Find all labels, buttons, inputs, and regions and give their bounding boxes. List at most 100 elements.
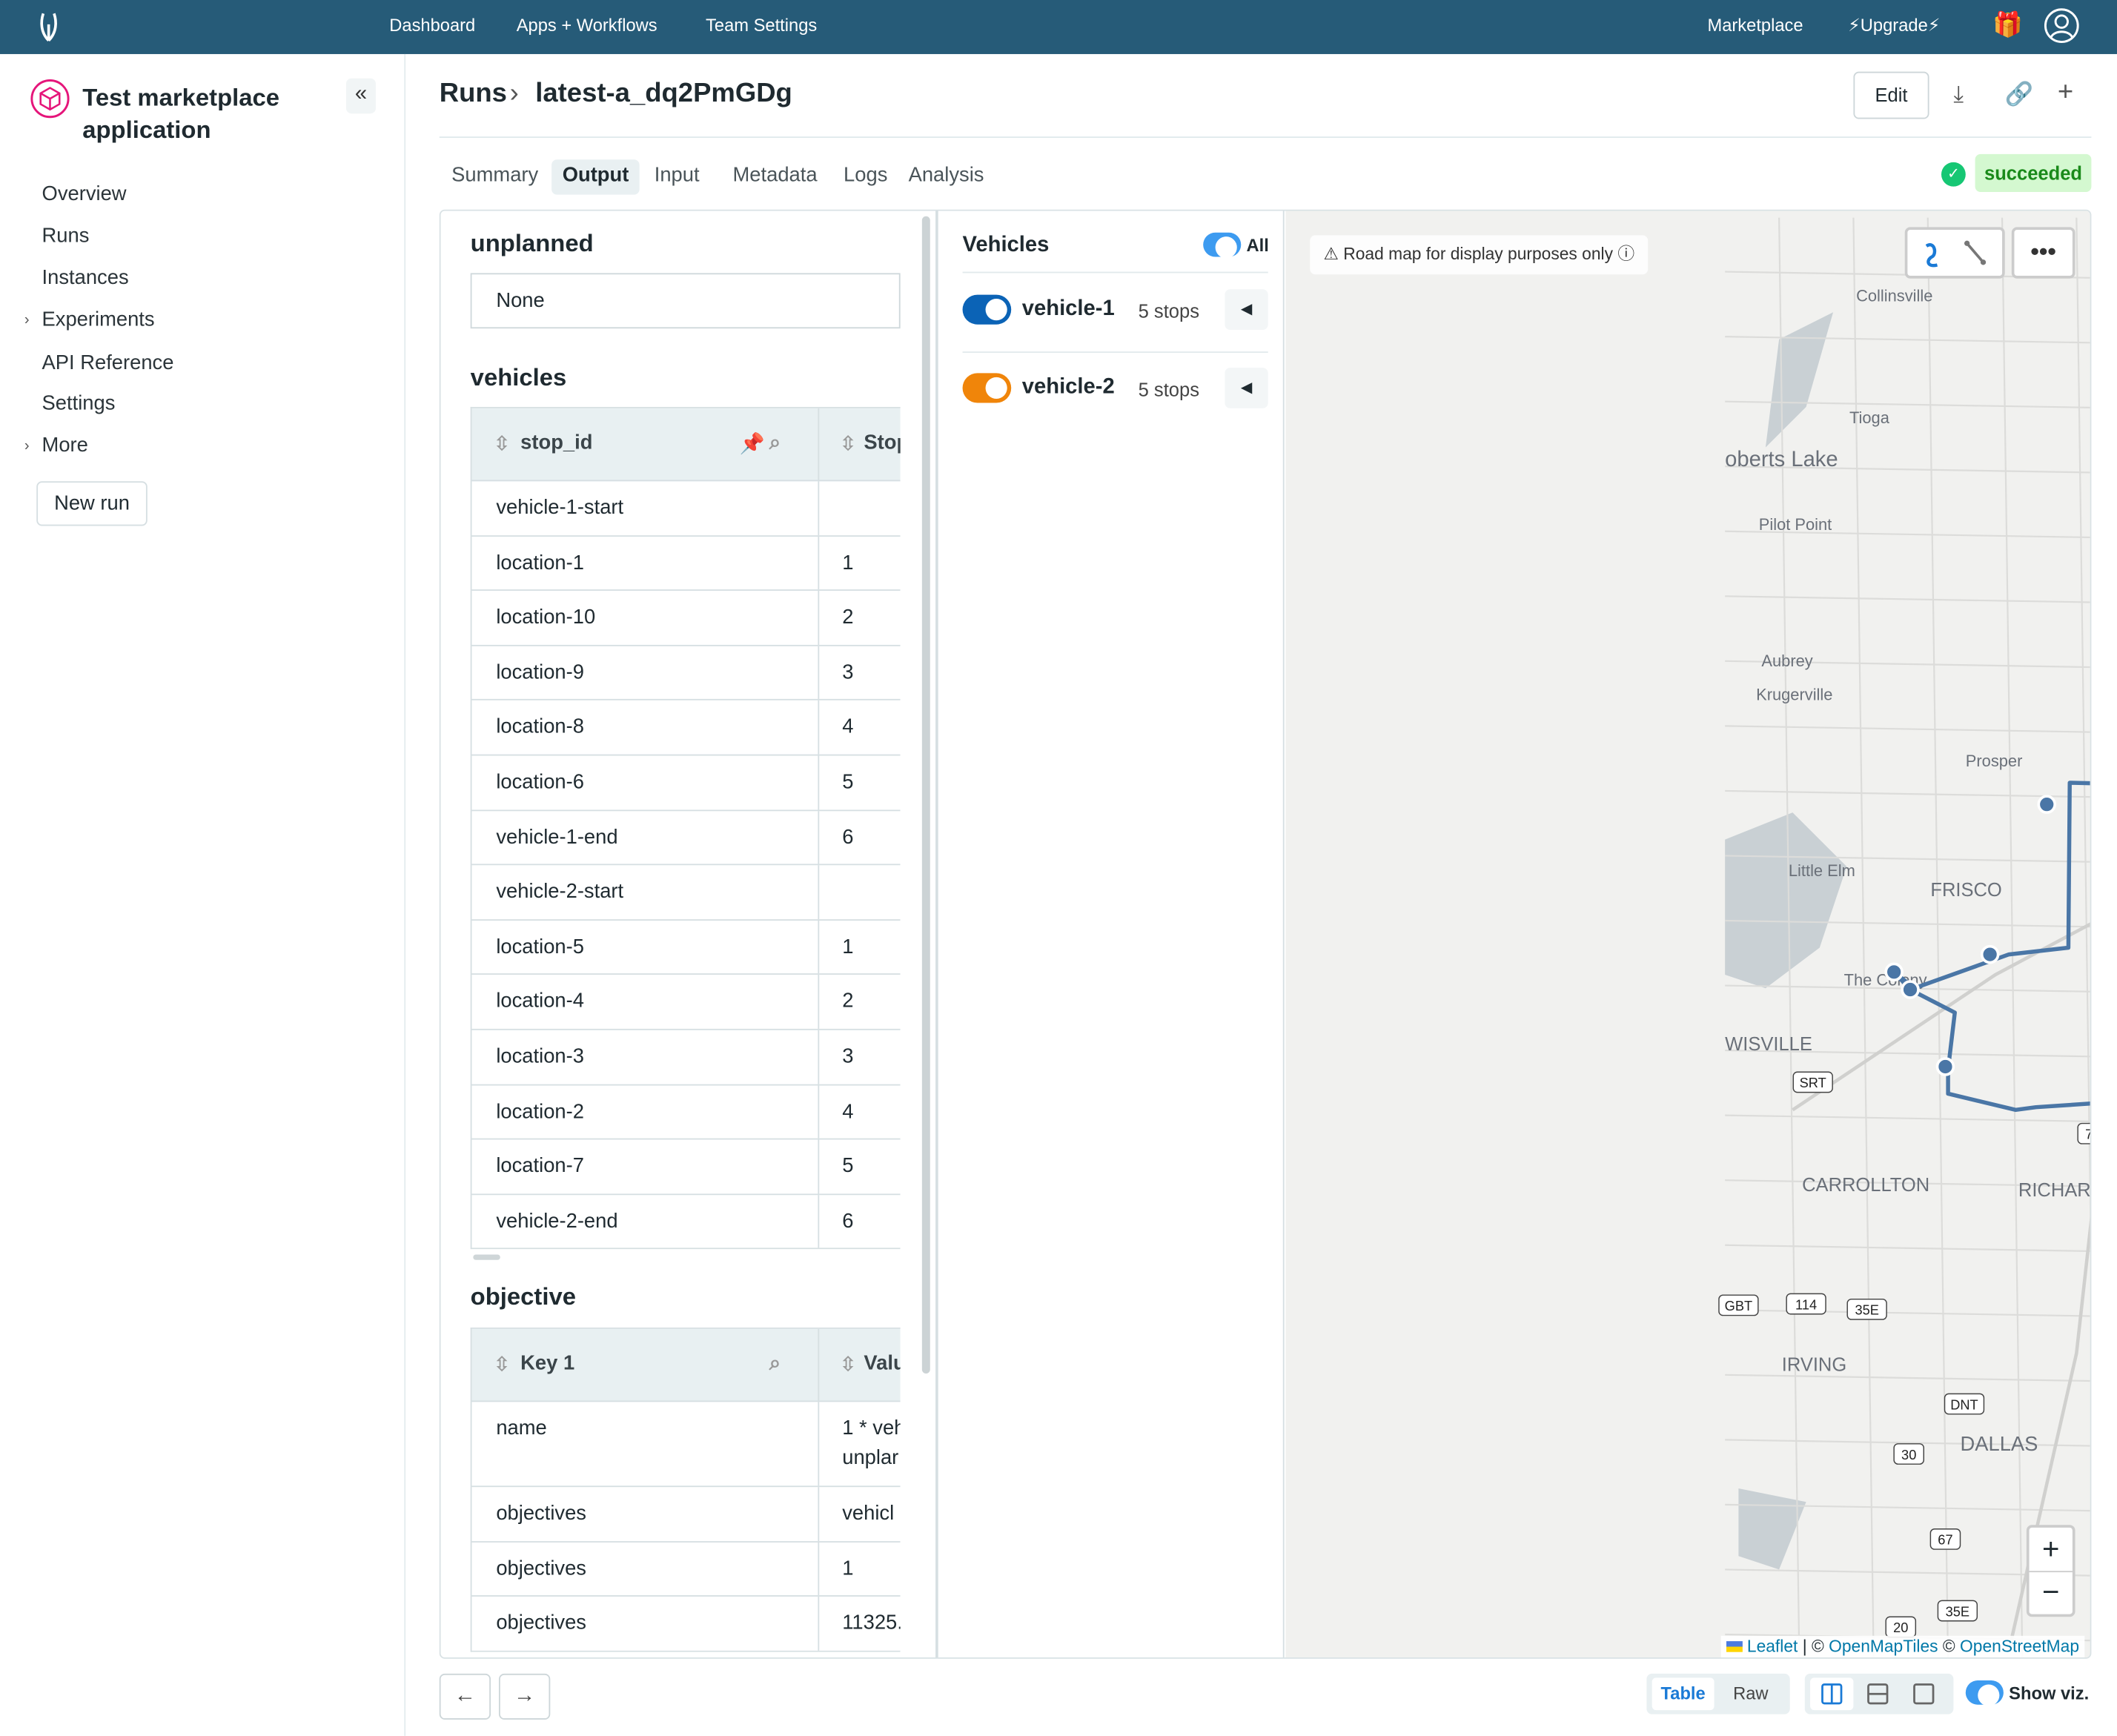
vehicle-1-stop-marker	[1884, 962, 1904, 982]
user-avatar-icon[interactable]	[2043, 7, 2081, 44]
tab-summary[interactable]: Summary	[451, 163, 539, 187]
vehicle-toggle[interactable]	[962, 373, 1012, 403]
openmaptiles-link[interactable]: OpenMapTiles	[1829, 1637, 1938, 1657]
tab-input[interactable]: Input	[654, 163, 700, 187]
road	[1725, 1568, 2090, 1577]
search-icon[interactable]: ⌕	[769, 431, 781, 454]
sort-icon[interactable]: ⇳	[493, 432, 511, 456]
sidebar-item-overview[interactable]: Overview	[42, 182, 127, 206]
sidebar-item-api-reference[interactable]: API Reference	[42, 351, 174, 375]
zoom-out-button[interactable]: −	[2041, 1574, 2060, 1609]
straight-line-icon	[1966, 242, 1984, 264]
vehicle-1-stop-marker	[2037, 795, 2056, 814]
column-header[interactable]: Valu	[864, 1351, 900, 1375]
column-header[interactable]: Key 1	[520, 1351, 575, 1375]
chevron-right-icon[interactable]: ›	[24, 312, 30, 329]
chevron-right-icon[interactable]: ›	[24, 437, 30, 454]
collapse-sidebar-button[interactable]: «	[345, 78, 377, 114]
tab-logs[interactable]: Logs	[844, 163, 888, 187]
table-cell: 1	[842, 551, 854, 574]
table-cell: 2	[842, 606, 854, 629]
nav-dashboard[interactable]: Dashboard	[389, 15, 476, 36]
show-viz-toggle[interactable]	[1965, 1680, 2004, 1706]
map-more-options-button[interactable]: •••	[2011, 227, 2075, 279]
sidebar-item-runs[interactable]: Runs	[42, 224, 90, 248]
caret-left-icon[interactable]: ◀	[1225, 368, 1268, 408]
vertical-scrollbar[interactable]	[921, 216, 930, 1374]
split-vertical-layout-icon[interactable]	[1810, 1677, 1854, 1711]
sort-icon[interactable]: ⇳	[839, 432, 857, 456]
edit-button[interactable]: Edit	[1853, 71, 1929, 119]
table-cell: 11325.	[842, 1611, 901, 1635]
road	[1725, 789, 2090, 798]
road-shield	[1929, 1528, 1961, 1550]
highway	[2007, 1216, 2090, 1651]
table-cell: location-7	[496, 1154, 584, 1178]
search-icon[interactable]: ⌕	[769, 1351, 781, 1375]
pin-icon[interactable]: 📌	[739, 432, 765, 456]
sort-icon[interactable]: ⇳	[493, 1353, 511, 1376]
nav-team-settings[interactable]: Team Settings	[706, 15, 818, 36]
horizontal-scrollbar[interactable]	[473, 1254, 500, 1260]
road-shield-label: 30	[1901, 1447, 1916, 1462]
road-shield	[2077, 1122, 2090, 1144]
vehicle-1-stop-marker	[1980, 944, 2000, 964]
vehicle-toggle[interactable]	[962, 294, 1012, 325]
road	[1725, 1244, 2090, 1253]
route-style-toggle[interactable]	[1904, 227, 2005, 279]
column-header[interactable]: stop_id	[520, 431, 593, 454]
openstreetmap-link[interactable]: OpenStreetMap	[1960, 1637, 2080, 1657]
road	[1725, 1439, 2090, 1447]
split-horizontal-layout-icon[interactable]	[1856, 1677, 1899, 1710]
all-label: All	[1246, 235, 1269, 256]
road-shield	[1944, 1393, 1985, 1415]
table-row: vehicle-1-start	[471, 481, 901, 537]
road	[1852, 217, 1875, 1657]
single-pane-layout-icon[interactable]	[1902, 1677, 1945, 1710]
new-run-button[interactable]: New run	[36, 481, 148, 526]
prev-button[interactable]: ←	[439, 1673, 491, 1720]
column-header[interactable]: Stop	[864, 431, 900, 454]
link-icon[interactable]: 🔗	[2004, 81, 2034, 107]
road-shield-label: DNT	[1950, 1397, 1978, 1412]
zoom-control: + −	[2026, 1525, 2075, 1617]
table-cell: vehicle-2-start	[496, 880, 624, 904]
nav-apps-workflows[interactable]: Apps + Workflows	[516, 15, 657, 36]
sidebar-item-more[interactable]: More	[42, 434, 88, 457]
raw-view-button[interactable]: Raw	[1733, 1683, 1769, 1703]
tab-output[interactable]: Output	[551, 159, 640, 195]
breadcrumb-runs[interactable]: Runs	[439, 78, 507, 108]
tab-metadata[interactable]: Metadata	[732, 163, 818, 187]
leaflet-link[interactable]: Leaflet	[1746, 1637, 1798, 1657]
download-icon[interactable]: ⤓	[1953, 81, 1964, 107]
zoom-in-button[interactable]: +	[2029, 1528, 2073, 1573]
caret-left-icon[interactable]: ◀	[1225, 289, 1268, 331]
map-canvas[interactable]: CollinsvilleDorchesterHoweTom BeanWhitTi…	[1285, 211, 2091, 1659]
logo-icon[interactable]	[38, 11, 59, 44]
layout-toggle	[1804, 1673, 1954, 1715]
sidebar-item-experiments[interactable]: Experiments	[42, 308, 155, 331]
road-shield-label: 20	[1893, 1620, 1908, 1635]
map-notice: ⚠ Road map for display purposes only ⓘ	[1310, 235, 1649, 275]
pane-resize-handle[interactable]	[935, 211, 938, 1657]
help-icon[interactable]: ⓘ	[1612, 245, 1635, 264]
upgrade-link[interactable]: ⚡Upgrade⚡	[1848, 15, 1941, 36]
check-circle-icon: ✓	[1941, 162, 1966, 187]
sidebar-item-settings[interactable]: Settings	[42, 391, 116, 415]
nav-marketplace[interactable]: Marketplace	[1707, 15, 1803, 36]
next-button[interactable]: →	[498, 1673, 551, 1720]
map-place-label: RICHARDSON	[2018, 1180, 2091, 1201]
route-map[interactable]: CollinsvilleDorchesterHoweTom BeanWhitTi…	[1285, 211, 2091, 1659]
road-shield-label: 114	[1795, 1296, 1817, 1312]
add-icon[interactable]: +	[2057, 76, 2074, 107]
road-shield-label: 75	[2085, 1127, 2091, 1142]
table-view-button[interactable]: Table	[1651, 1677, 1715, 1711]
sidebar-item-instances[interactable]: Instances	[42, 266, 129, 290]
all-vehicles-toggle[interactable]	[1203, 232, 1242, 259]
sort-icon[interactable]: ⇳	[839, 1353, 857, 1376]
tab-analysis[interactable]: Analysis	[908, 163, 984, 187]
vehicles-heading: vehicles	[470, 363, 567, 391]
gift-icon[interactable]: 🎁	[1992, 10, 2024, 39]
table-cell: 3	[842, 1044, 854, 1068]
lake	[1765, 312, 1834, 448]
